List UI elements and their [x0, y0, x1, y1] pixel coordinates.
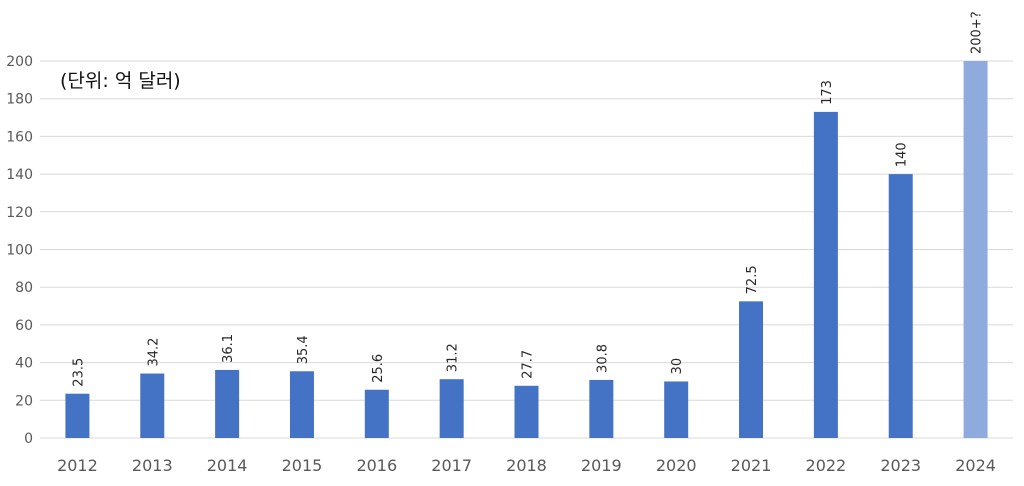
bar-2020 — [664, 381, 689, 438]
x-tick-label: 2019 — [581, 456, 622, 475]
x-tick-label: 2014 — [207, 456, 248, 475]
gridlines — [40, 60, 1013, 439]
bar-2015 — [289, 371, 314, 438]
data-labels: 23.5 34.2 36.1 35.4 25.6 31.2 27.7 30.8 30 72.5 17… — [71, 11, 984, 386]
y-tick-label: 60 — [15, 318, 33, 334]
x-tick-label: 2024 — [955, 456, 996, 475]
bar-2018 — [514, 385, 539, 438]
y-tick-label: 40 — [15, 356, 33, 372]
data-label: 27.7 — [521, 350, 536, 379]
x-tick-label: 2020 — [656, 456, 697, 475]
bar-2019 — [589, 379, 614, 438]
x-tick-label: 2013 — [132, 456, 173, 475]
x-tick-label: 2012 — [57, 456, 98, 475]
data-label: 200+? — [970, 11, 985, 54]
y-tick-label: 200 — [6, 54, 33, 70]
data-label: 35.4 — [296, 335, 311, 364]
y-tick-label: 20 — [15, 393, 33, 409]
bar-2014 — [215, 369, 240, 438]
y-tick-label: 120 — [6, 205, 33, 221]
data-label: 30 — [670, 358, 685, 375]
y-tick-label: 80 — [15, 280, 33, 296]
x-tick-label: 2017 — [431, 456, 472, 475]
y-tick-label: 160 — [6, 129, 33, 145]
bar-2012 — [65, 393, 90, 438]
data-label: 25.6 — [371, 354, 386, 383]
y-tick-label: 140 — [6, 167, 33, 183]
bar-2013 — [140, 373, 165, 438]
data-label: 72.5 — [745, 265, 760, 294]
data-label: 34.2 — [146, 338, 161, 367]
data-label: 36.1 — [221, 334, 236, 363]
bar-2022 — [813, 111, 838, 439]
data-label: 140 — [895, 142, 910, 167]
data-label: 23.5 — [71, 358, 86, 387]
bar-2017 — [439, 379, 464, 438]
x-tick-label: 2023 — [880, 456, 921, 475]
x-tick-label: 2015 — [282, 456, 323, 475]
data-label: 31.2 — [446, 343, 461, 372]
data-label: 30.8 — [595, 344, 610, 373]
bar-2021 — [739, 301, 764, 438]
bar-2024 — [963, 61, 988, 438]
bar-2023 — [888, 174, 913, 438]
unit-label: (단위: 억 달러) — [60, 70, 181, 92]
x-tick-label: 2021 — [731, 456, 772, 475]
bars — [65, 61, 988, 439]
y-tick-label: 100 — [6, 243, 33, 259]
x-tick-label: 2016 — [356, 456, 397, 475]
x-axis-ticks: 2012 2013 2014 2015 2016 2017 2018 2019 2020 2021… — [57, 456, 996, 475]
y-tick-label: 180 — [6, 92, 33, 108]
y-tick-label: 0 — [24, 431, 33, 447]
bar-2016 — [364, 389, 389, 438]
x-tick-label: 2018 — [506, 456, 547, 475]
x-tick-label: 2022 — [806, 456, 847, 475]
y-axis-ticks: 0 20 40 60 80 100 120 140 160 180 200 — [6, 54, 33, 447]
data-label: 173 — [820, 80, 835, 105]
